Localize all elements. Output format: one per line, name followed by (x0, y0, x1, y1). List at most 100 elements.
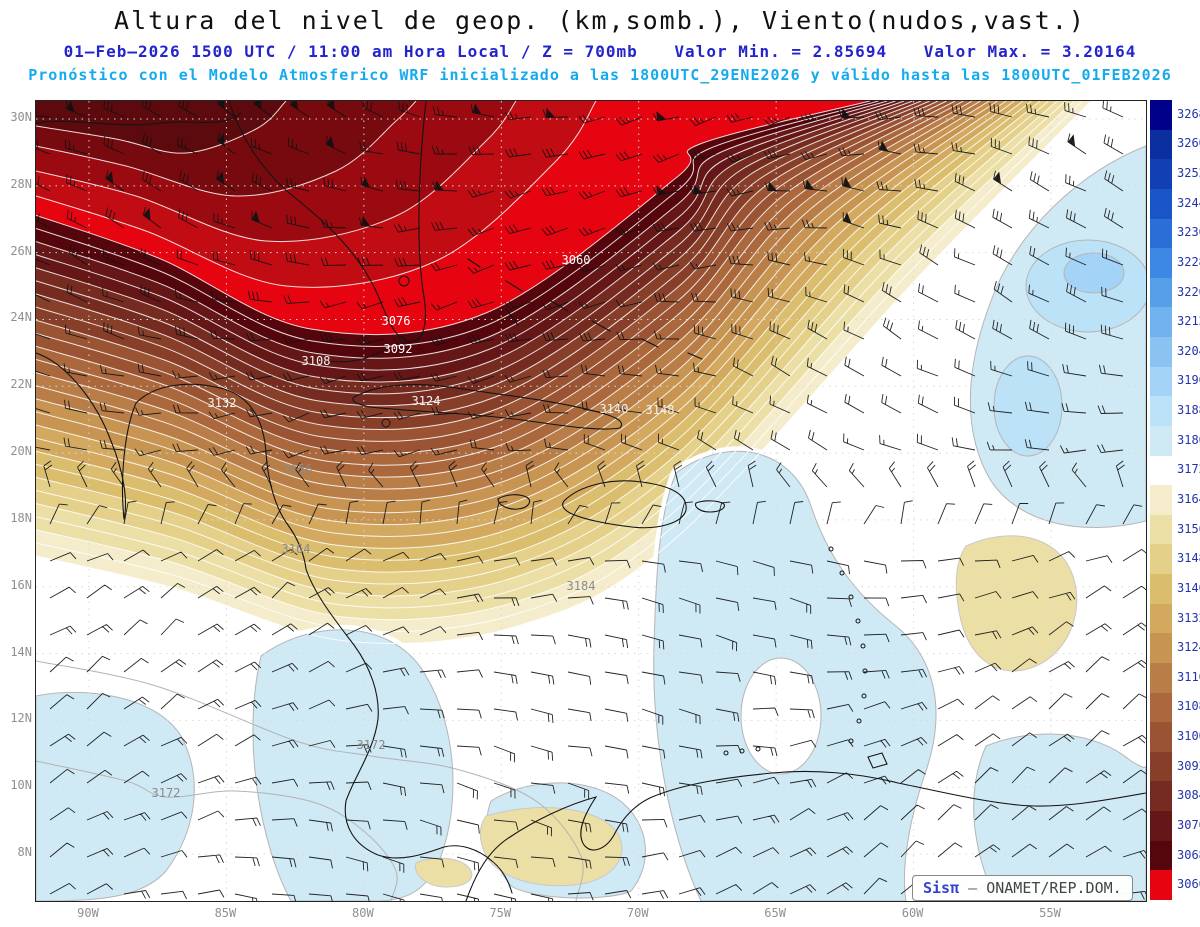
colorbar-swatch (1150, 811, 1172, 841)
colorbar-label: 3092 (1177, 758, 1200, 773)
colorbar-label: 3100 (1177, 729, 1200, 744)
lat-tick-label: 16N (10, 577, 32, 592)
colorbar-label: 3228 (1177, 254, 1200, 269)
lon-tick-label: 55W (1039, 906, 1061, 920)
colorbar-swatch (1150, 455, 1172, 486)
contour-label: 3164 (282, 542, 311, 556)
colorbar-label: 3212 (1177, 314, 1200, 329)
colorbar-label: 3124 (1177, 640, 1200, 655)
colorbar-label: 3188 (1177, 403, 1200, 418)
contour-label: 3140 (600, 402, 629, 416)
lat-tick-label: 30N (10, 110, 32, 124)
contour-label: 3172 (357, 738, 386, 752)
attribution-separator: – (968, 879, 987, 897)
colorbar-label: 3220 (1177, 284, 1200, 299)
lat-tick-label: 26N (10, 243, 32, 258)
colorbar-label: 3084 (1177, 788, 1200, 803)
org-label: ONAMET/REP.DOM. (986, 879, 1122, 897)
lon-tick-label: 65W (764, 906, 786, 920)
ridge-blue-region (960, 135, 1146, 538)
colorbar-swatch (1150, 633, 1172, 663)
min-value-label: Valor Min. = 2.85694 (674, 42, 888, 61)
lat-tick-label: 28N (10, 176, 32, 191)
colorbar-swatch (1150, 218, 1172, 249)
lon-tick-label: 90W (77, 906, 99, 920)
colorbar-label: 3132 (1177, 610, 1200, 625)
lon-tick-label: 70W (626, 906, 649, 920)
lon-tick-label: 85W (214, 906, 237, 920)
attribution-box: Sisπ – ONAMET/REP.DOM. (912, 875, 1133, 901)
colorbar-label: 3236 (1177, 225, 1200, 240)
colorbar-label: 3244 (1177, 195, 1200, 210)
colorbar-label: 3260 (1177, 136, 1200, 151)
model-info-line: Pronóstico con el Modelo Atmosferico WRF… (28, 66, 1172, 84)
lat-tick-label: 8N (17, 845, 32, 860)
contour-labels-layer: 3060 3076 3092 3108 3124 3132 3140 3148 3156 3164… (152, 253, 675, 800)
colorbar-swatch (1150, 751, 1172, 782)
colorbar-swatch (1150, 544, 1172, 575)
coastlines-layer (36, 101, 1146, 901)
contour-label: 3060 (562, 253, 591, 267)
lon-tick-label: 75W (489, 906, 512, 920)
colorbar-label: 3204 (1177, 343, 1200, 358)
colorbar-swatch (1150, 603, 1172, 634)
colorbar-swatch (1150, 307, 1172, 338)
colorbar-label: 3148 (1177, 551, 1200, 566)
lat-tick-label: 24N (10, 310, 32, 325)
max-value-label: Valor Max. = 3.20164 (923, 42, 1137, 61)
colorbar-label: 3060 (1177, 877, 1200, 892)
contour-label: 3172 (152, 786, 181, 800)
colorbar-swatch (1150, 485, 1172, 515)
contour-label: 3184 (567, 579, 596, 593)
wind-barbs-layer (36, 101, 1146, 901)
contour-label: 3124 (412, 394, 441, 408)
contour-lines-layer (36, 101, 1092, 901)
colorbar-label: 3196 (1177, 373, 1200, 388)
colorbar-swatch (1150, 692, 1172, 723)
contour-label: 3156 (284, 462, 313, 476)
colorbar-swatch (1150, 188, 1172, 219)
colorbar-label: 3076 (1177, 817, 1200, 832)
colorbar-swatch (1150, 870, 1172, 900)
contour-label: 3132 (208, 396, 237, 410)
colorbar-swatch (1150, 722, 1172, 752)
colorbar-swatch (1150, 514, 1172, 545)
forecast-datetime-line: 01–Feb–2026 1500 UTC / 11:00 am Hora Loc… (0, 42, 1200, 61)
contour-label: 3092 (384, 342, 413, 356)
map-canvas: 3060 3076 3092 3108 3124 3132 3140 3148 3156 3164… (35, 100, 1147, 902)
colorbar-swatch (1150, 159, 1172, 189)
colorbar-swatch (1150, 396, 1172, 426)
colorbar-swatch (1150, 366, 1172, 397)
lon-tick-label: 60W (901, 906, 924, 920)
colorbar-swatch (1150, 574, 1172, 604)
colorbar-label: 3172 (1177, 462, 1200, 477)
contour-label: 3108 (302, 354, 331, 368)
brand-label: Sisπ (923, 879, 960, 897)
datetime-text: 01–Feb–2026 1500 UTC / 11:00 am Hora Loc… (63, 42, 638, 61)
colorbar-label: 3116 (1177, 669, 1200, 684)
colorbar-swatch (1150, 662, 1172, 693)
colorbar-swatch (1150, 840, 1172, 871)
colorbar-swatch (1150, 277, 1172, 308)
colorbar-label: 3164 (1177, 492, 1200, 506)
colorbar-swatch (1150, 129, 1172, 160)
chart-title: Altura del nivel de geop. (km,somb.), Vi… (114, 6, 1086, 35)
lat-tick-label: 20N (10, 444, 32, 459)
colorbar-label: 3068 (1177, 847, 1200, 862)
colorbar-swatch (1150, 100, 1172, 130)
colorbar-label: 3156 (1177, 521, 1200, 536)
lat-tick-label: 14N (10, 644, 32, 659)
colorbar-label: 3108 (1177, 699, 1200, 714)
colorbar-label: 3252 (1177, 166, 1200, 181)
lat-tick-label: 22N (10, 377, 32, 392)
contour-label: 3076 (382, 314, 411, 328)
lat-tick-label: 18N (10, 510, 32, 525)
colorbar-label: 3268 (1177, 106, 1200, 121)
colorbar-swatch (1150, 337, 1172, 367)
map-svg: 3060 3076 3092 3108 3124 3132 3140 3148 3156 3164… (36, 101, 1146, 901)
colorbar-swatch (1150, 781, 1172, 812)
lon-tick-label: 80W (352, 906, 374, 920)
colorbar: 3268 3260 3252 3244 3236 3228 3220 3212 3204 3196… (1150, 100, 1200, 900)
contour-label: 3148 (646, 403, 675, 417)
